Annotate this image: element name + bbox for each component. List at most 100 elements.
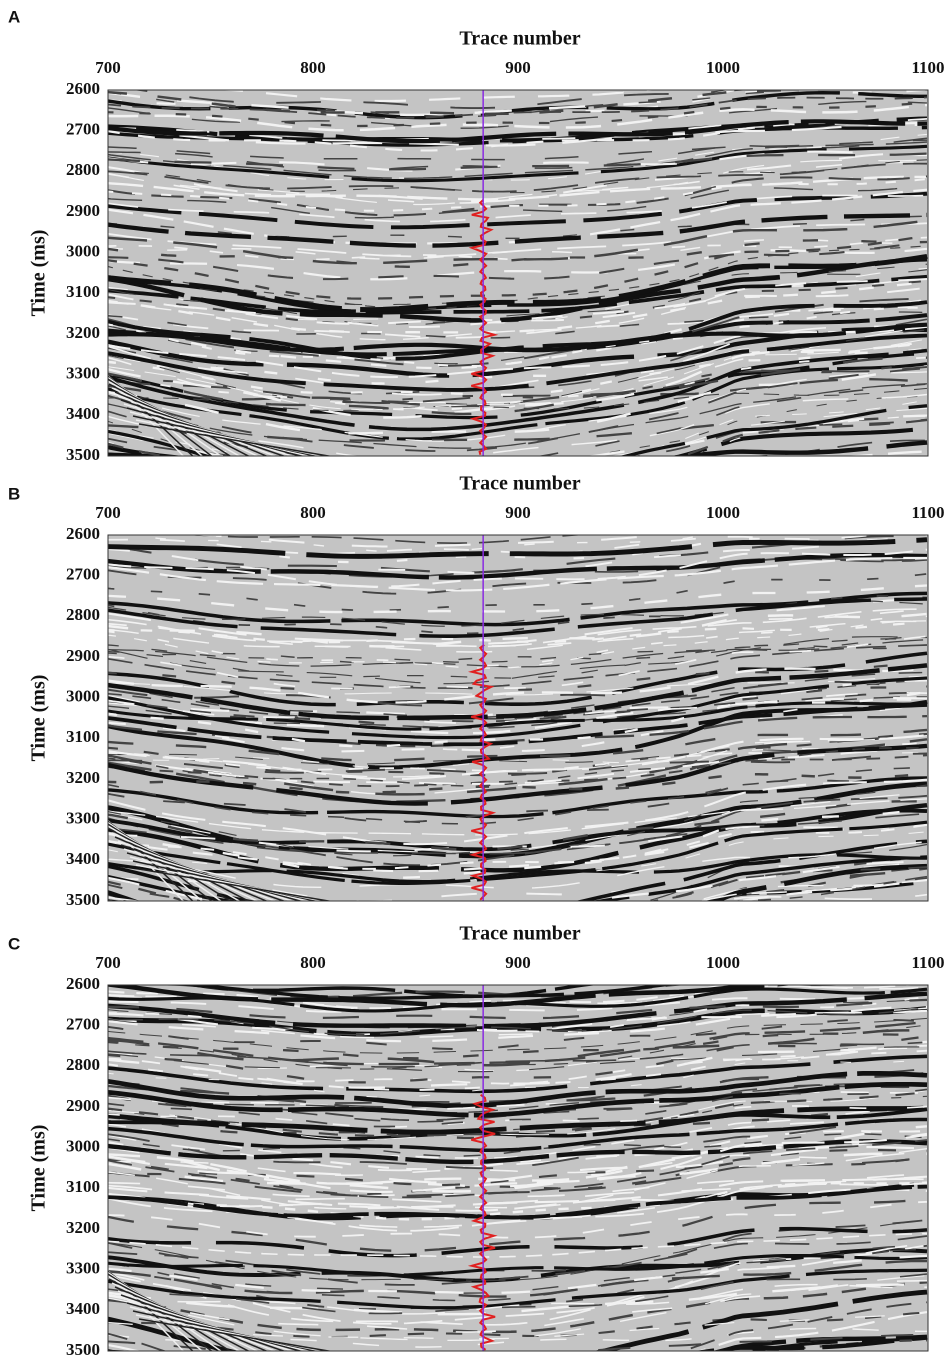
reflector bbox=[108, 426, 928, 456]
x-tick-label: 800 bbox=[300, 503, 326, 522]
reflector bbox=[108, 1254, 928, 1295]
reflector bbox=[108, 191, 928, 230]
reflector bbox=[108, 1152, 928, 1193]
reflector bbox=[108, 1281, 928, 1334]
reflector bbox=[108, 1047, 928, 1072]
reflector bbox=[108, 1049, 928, 1091]
reflector bbox=[108, 306, 927, 367]
panel-label: B bbox=[8, 484, 20, 503]
reflector bbox=[108, 1021, 928, 1066]
reflector bbox=[108, 597, 928, 646]
reflector bbox=[108, 247, 928, 281]
reflector bbox=[108, 263, 928, 306]
reflector bbox=[108, 274, 928, 315]
seismic-section bbox=[108, 985, 928, 1351]
reflector bbox=[108, 383, 928, 449]
x-tick-label: 700 bbox=[95, 58, 121, 77]
reflector bbox=[108, 1311, 928, 1351]
reflector bbox=[108, 644, 928, 689]
y-tick-label: 3400 bbox=[66, 849, 100, 868]
reflector bbox=[108, 880, 928, 901]
reflector bbox=[108, 1283, 927, 1316]
reflector bbox=[108, 863, 928, 901]
reflector bbox=[108, 348, 928, 432]
reflector bbox=[108, 1018, 928, 1051]
reflector bbox=[108, 667, 928, 704]
x-tick-label: 900 bbox=[505, 953, 531, 972]
reflector bbox=[108, 367, 928, 452]
y-tick-label: 2900 bbox=[66, 1096, 100, 1115]
reflector bbox=[108, 1232, 928, 1258]
dipping-event bbox=[135, 864, 327, 901]
reflector bbox=[108, 556, 927, 592]
reflector bbox=[108, 1335, 928, 1351]
reflector bbox=[108, 119, 928, 144]
reflector bbox=[108, 1081, 928, 1118]
x-tick-label: 1100 bbox=[911, 58, 944, 77]
y-tick-label: 3400 bbox=[66, 1299, 100, 1318]
reflector bbox=[108, 537, 928, 559]
reflector bbox=[108, 1054, 928, 1094]
reflector bbox=[108, 1007, 928, 1039]
reflector bbox=[108, 635, 928, 690]
reflector bbox=[108, 1091, 928, 1137]
reflector bbox=[108, 278, 928, 328]
reflector bbox=[108, 90, 927, 120]
plot-frame bbox=[107, 89, 929, 457]
reflector bbox=[108, 747, 928, 769]
reflector bbox=[108, 1139, 928, 1165]
reflector bbox=[108, 1083, 928, 1114]
reflector bbox=[108, 184, 928, 219]
reflector bbox=[108, 663, 928, 721]
seismic-section bbox=[108, 535, 928, 901]
reflector bbox=[108, 395, 928, 456]
reflector bbox=[108, 269, 928, 326]
reflector bbox=[108, 880, 928, 901]
reflector bbox=[108, 679, 928, 735]
reflector bbox=[108, 1091, 928, 1111]
reflector bbox=[108, 676, 928, 740]
reflector bbox=[108, 141, 928, 179]
reflector bbox=[741, 1336, 928, 1351]
reflector bbox=[108, 1226, 928, 1258]
reflector bbox=[188, 535, 586, 545]
y-tick-label: 3000 bbox=[66, 242, 100, 261]
reflector bbox=[108, 766, 928, 825]
y-tick-label: 2600 bbox=[66, 524, 100, 543]
y-tick-label: 2800 bbox=[66, 605, 100, 624]
reflector bbox=[108, 371, 928, 442]
y-tick-label: 3100 bbox=[66, 727, 100, 746]
reflector bbox=[108, 1219, 928, 1281]
reflector bbox=[108, 747, 928, 787]
reflector bbox=[108, 612, 928, 648]
reflector bbox=[108, 175, 927, 201]
reflector bbox=[108, 798, 928, 836]
reflector bbox=[108, 608, 927, 648]
x-tick-label: 1000 bbox=[706, 503, 740, 522]
reflector bbox=[108, 1005, 927, 1032]
reflector bbox=[108, 1095, 928, 1136]
reflector bbox=[108, 1268, 928, 1310]
y-tick-label: 3200 bbox=[66, 323, 100, 342]
reflector bbox=[108, 1172, 928, 1198]
reflector bbox=[108, 993, 928, 1013]
reflector bbox=[108, 1259, 927, 1298]
reflector bbox=[108, 178, 928, 212]
reflector bbox=[108, 638, 928, 663]
reflector bbox=[108, 118, 928, 142]
y-tick-label: 3200 bbox=[66, 1218, 100, 1237]
reflector bbox=[108, 245, 928, 310]
reflector bbox=[108, 194, 928, 223]
panel-label: A bbox=[8, 7, 20, 26]
reflector bbox=[108, 998, 928, 1020]
reflector bbox=[108, 1273, 928, 1315]
reflector bbox=[108, 855, 928, 901]
reflector bbox=[108, 597, 928, 638]
reflector bbox=[108, 703, 928, 747]
reflector bbox=[108, 393, 928, 456]
x-tick-label: 1100 bbox=[911, 503, 944, 522]
reflector bbox=[108, 1178, 928, 1204]
y-tick-label: 3300 bbox=[66, 809, 100, 828]
reflector bbox=[108, 305, 927, 339]
